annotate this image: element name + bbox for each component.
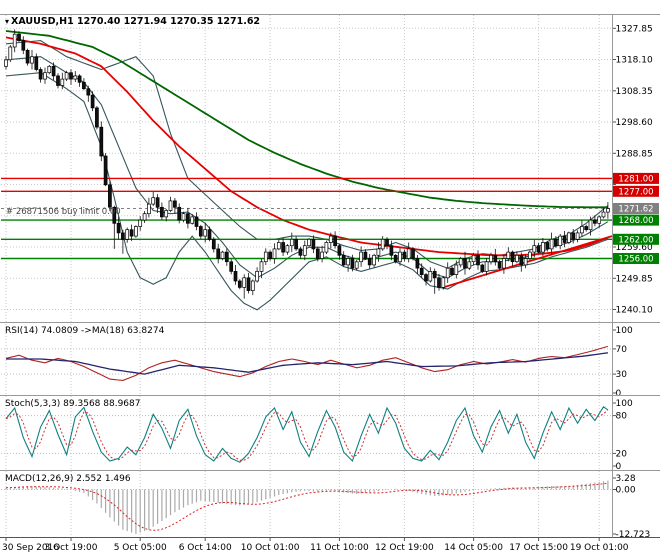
svg-text:1256.00: 1256.00 bbox=[618, 255, 653, 265]
svg-text:1277.00: 1277.00 bbox=[618, 187, 653, 197]
svg-text:1318.10: 1318.10 bbox=[616, 56, 653, 66]
svg-text:-12.723: -12.723 bbox=[616, 530, 651, 540]
price-tag-1271.62 bbox=[613, 203, 659, 214]
svg-text:14 Oct 05:00: 14 Oct 05:00 bbox=[444, 543, 503, 553]
svg-text:100: 100 bbox=[616, 326, 633, 336]
svg-text:1288.85: 1288.85 bbox=[616, 149, 653, 159]
svg-text:1259.60: 1259.60 bbox=[616, 243, 653, 253]
level-lines[interactable] bbox=[1, 177, 613, 289]
svg-text:12 Oct 19:00: 12 Oct 19:00 bbox=[375, 543, 434, 553]
svg-text:6 Oct 14:00: 6 Oct 14:00 bbox=[179, 543, 232, 553]
svg-text:1327.85: 1327.85 bbox=[616, 24, 653, 34]
svg-text:0: 0 bbox=[616, 462, 622, 472]
svg-text:70: 70 bbox=[616, 345, 628, 355]
candles-layer bbox=[4, 29, 610, 299]
price-axis[interactable]: 1327.85 1318.10 1308.35 1298.60 1288.85 1259.… bbox=[613, 24, 659, 316]
svg-text:19 Oct 01:00: 19 Oct 01:00 bbox=[570, 543, 629, 553]
svg-text:1308.35: 1308.35 bbox=[616, 87, 653, 97]
svg-text:1268.00: 1268.00 bbox=[618, 216, 653, 226]
indicator-pane-rsi: 100 70 30 0 bbox=[1, 326, 633, 399]
svg-text:1281.00: 1281.00 bbox=[618, 174, 653, 184]
svg-text:11 Oct 10:00: 11 Oct 10:00 bbox=[310, 543, 369, 553]
svg-text:17 Oct 15:00: 17 Oct 15:00 bbox=[509, 543, 568, 553]
price-tag-1256.00 bbox=[613, 253, 659, 264]
svg-text:10 Oct 01:00: 10 Oct 01:00 bbox=[241, 543, 300, 553]
price-tag-1277.00 bbox=[613, 185, 659, 197]
indicator-pane-macd: 3.28 0.00 -12.723 bbox=[1, 474, 650, 540]
pane-borders bbox=[0, 14, 660, 538]
svg-text:30 Sep 2016: 30 Sep 2016 bbox=[2, 543, 59, 553]
svg-text:3.28: 3.28 bbox=[616, 474, 636, 484]
svg-text:0.00: 0.00 bbox=[616, 486, 636, 496]
price-tag-1262.00 bbox=[613, 233, 659, 245]
price-tag-1268.00 bbox=[613, 214, 659, 226]
svg-text:80: 80 bbox=[616, 412, 628, 422]
svg-text:0: 0 bbox=[616, 389, 622, 399]
ma-green-line bbox=[5, 30, 608, 209]
svg-text:5 Oct 05:00: 5 Oct 05:00 bbox=[114, 543, 167, 553]
svg-text:1298.60: 1298.60 bbox=[616, 118, 653, 128]
svg-text:100: 100 bbox=[616, 399, 633, 409]
svg-text:20: 20 bbox=[616, 449, 628, 459]
ascending-trendline[interactable] bbox=[443, 235, 613, 289]
price-tag-1281.00 bbox=[613, 172, 659, 184]
svg-text:1271.62: 1271.62 bbox=[618, 205, 653, 215]
svg-text:30: 30 bbox=[616, 370, 628, 380]
svg-text:1240.10: 1240.10 bbox=[616, 306, 653, 316]
svg-text:1249.85: 1249.85 bbox=[616, 274, 653, 284]
svg-text:1262.00: 1262.00 bbox=[618, 235, 653, 245]
grid-layer bbox=[1, 15, 612, 537]
indicator-pane-stoch: 100 80 20 0 bbox=[1, 399, 633, 472]
svg-text:3 Oct 19:00: 3 Oct 19:00 bbox=[45, 543, 98, 553]
